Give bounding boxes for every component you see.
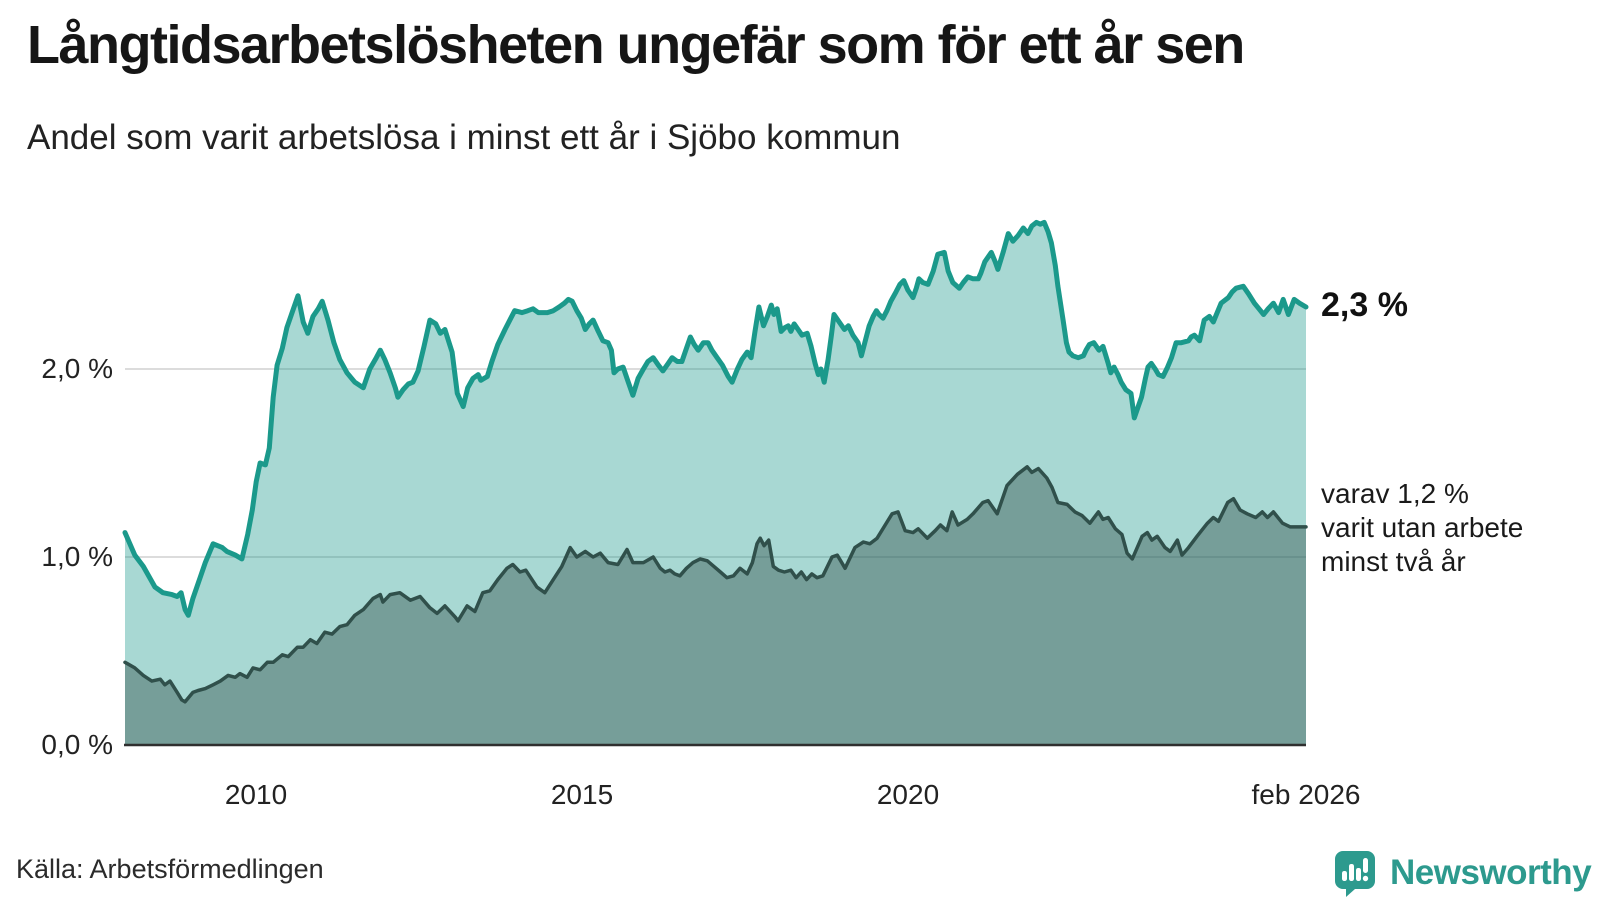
series2-annotation: varav 1,2 % varit utan arbete minst två …	[1321, 477, 1523, 579]
series2-annotation-line1: varav 1,2 %	[1321, 478, 1469, 509]
x-tick-label: 2015	[550, 779, 614, 810]
newsworthy-speech-bubble-icon	[1335, 851, 1375, 897]
source-caption: Källa: Arbetsförmedlingen	[16, 854, 324, 884]
series2-annotation-line3: minst två år	[1321, 546, 1466, 577]
series-area-1	[125, 222, 1306, 745]
y-tick-label: 0,0 %	[41, 729, 113, 760]
x-tick-label: feb 2026	[1251, 779, 1361, 810]
y-tick-label: 1,0 %	[41, 541, 113, 572]
y-tick-label: 2,0 %	[41, 353, 113, 384]
series2-annotation-line2: varit utan arbete	[1321, 512, 1524, 543]
series-line-1	[122, 219, 1309, 618]
page-subtitle: Andel som varit arbetslösa i minst ett å…	[27, 118, 901, 157]
page-title: Långtidsarbetslösheten ungefär som för e…	[27, 15, 1245, 75]
newsworthy-wordmark: Newsworthy	[1390, 853, 1592, 892]
series-area-2	[125, 466, 1306, 745]
x-tick-label: 2020	[876, 779, 940, 810]
x-tick-label: 2010	[224, 779, 288, 810]
series-line-2	[123, 465, 1308, 704]
latest-value-annotation: 2,3 %	[1321, 286, 1408, 324]
newsworthy-logo: Newsworthy	[1333, 848, 1593, 898]
